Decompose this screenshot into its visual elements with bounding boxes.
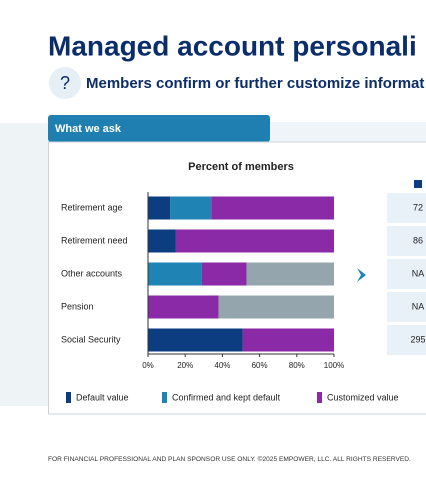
x-tick-label: 60% xyxy=(252,361,268,370)
bar-segment xyxy=(201,262,247,286)
bar-segment xyxy=(148,262,202,286)
table-cell xyxy=(387,292,426,322)
legend-swatch xyxy=(66,392,71,403)
bar-segment xyxy=(148,295,219,319)
category-label: Pension xyxy=(61,301,94,311)
category-label: Social Security xyxy=(61,334,121,344)
bar-segment xyxy=(148,196,171,220)
x-tick-label: 40% xyxy=(214,361,230,370)
category-label: Retirement need xyxy=(61,235,128,245)
bar-segment xyxy=(175,229,334,253)
footer: FOR FINANCIAL PROFESSIONAL AND PLAN SPON… xyxy=(48,455,411,463)
title: Managed account personali xyxy=(48,30,417,61)
bar-segment xyxy=(211,196,334,220)
x-tick-label: 0% xyxy=(142,361,154,370)
tab xyxy=(48,115,270,142)
chevron xyxy=(357,268,366,282)
category-label: Other accounts xyxy=(61,268,123,278)
x-tick-label: 100% xyxy=(324,361,344,370)
table-value: NA xyxy=(412,268,425,278)
tab-bar xyxy=(270,122,426,142)
legend-label: Customized value xyxy=(327,392,399,402)
bar-segment xyxy=(218,295,334,319)
tab-label: What we ask xyxy=(55,123,122,135)
icon xyxy=(49,67,81,99)
table-cell xyxy=(387,226,426,256)
x-tick-label: 80% xyxy=(289,361,305,370)
bar-segment xyxy=(242,328,334,352)
bar-segment xyxy=(148,328,243,352)
table-value: 72 xyxy=(413,202,423,212)
x-tick-label: 20% xyxy=(177,361,193,370)
table-header-marker xyxy=(414,180,422,188)
category-label: Retirement age xyxy=(61,202,123,212)
legend-label: Confirmed and kept default xyxy=(172,392,281,402)
bar-segment xyxy=(170,196,212,220)
table-value: 295 xyxy=(410,334,425,344)
table-value: NA xyxy=(412,301,425,311)
legend-swatch xyxy=(317,392,322,403)
table-value: 86 xyxy=(413,235,423,245)
bar-segment xyxy=(246,262,334,286)
table-cell xyxy=(387,193,426,223)
legend-label: Default value xyxy=(76,392,129,402)
table-cell xyxy=(387,325,426,355)
chart-title: Percent of members xyxy=(188,161,294,173)
side-panel xyxy=(0,123,48,406)
subtitle: Members confirm or further customize inf… xyxy=(86,75,424,92)
bar-segment xyxy=(148,229,176,253)
icon-glyph: ? xyxy=(60,73,70,93)
legend-swatch xyxy=(162,392,167,403)
table-cell xyxy=(387,259,426,289)
